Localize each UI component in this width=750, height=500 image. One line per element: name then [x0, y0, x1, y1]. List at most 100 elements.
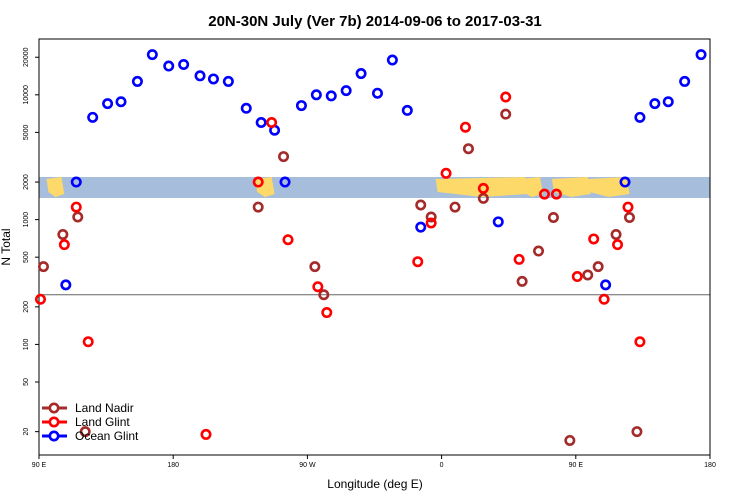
- point-land-glint: [82, 336, 94, 348]
- y-tick-label: 500: [23, 251, 30, 263]
- land-mass: [551, 177, 591, 197]
- legend-item-land-glint: Land Glint: [42, 415, 130, 429]
- point-land-glint: [477, 182, 489, 194]
- x-tick-label: 90 E: [32, 462, 47, 469]
- land-mass: [520, 177, 543, 197]
- y-axis-ticks: 20 50 100 200 500 1000 2000 5000 10000 20000: [23, 47, 39, 436]
- y-tick-label: 5000: [23, 124, 30, 140]
- point-land-nadir: [564, 434, 576, 446]
- point-land-nadir: [309, 261, 321, 273]
- point-land-glint: [252, 176, 264, 188]
- point-ocean-glint: [600, 279, 612, 291]
- point-land-nadir: [79, 426, 91, 438]
- legend-label-land-nadir: Land Nadir: [75, 401, 134, 415]
- point-land-nadir: [449, 201, 461, 213]
- point-land-glint: [612, 239, 624, 251]
- y-tick-label: 200: [23, 301, 30, 313]
- chart-title: 20N-30N July (Ver 7b) 2014-09-06 to 2017…: [208, 13, 542, 30]
- land-mass: [46, 177, 65, 197]
- point-ocean-glint: [619, 176, 631, 188]
- point-land-nadir: [610, 228, 622, 240]
- legend-marker-land-nadir: [48, 402, 60, 414]
- point-land-nadir: [500, 108, 512, 120]
- point-land-glint: [550, 188, 562, 200]
- point-ocean-glint: [695, 49, 707, 61]
- point-ocean-glint: [70, 176, 82, 188]
- point-ocean-glint: [415, 221, 427, 233]
- legend-marker-land-glint: [48, 416, 60, 428]
- point-ocean-glint: [207, 73, 219, 85]
- point-ocean-glint: [115, 96, 127, 108]
- point-land-glint: [622, 201, 634, 213]
- point-land-glint: [58, 239, 70, 251]
- point-ocean-glint: [102, 98, 114, 110]
- y-tick-label: 20000: [23, 47, 30, 67]
- y-tick-label: 20: [23, 428, 30, 436]
- point-ocean-glint: [325, 90, 337, 102]
- legend: Land Nadir Land Glint Ocean Glint: [42, 401, 139, 443]
- point-land-nadir: [533, 245, 545, 257]
- point-land-glint: [321, 307, 333, 319]
- x-tick-label: 90 W: [299, 462, 316, 469]
- y-tick-label: 2000: [23, 174, 30, 190]
- point-land-glint: [500, 91, 512, 103]
- x-axis-label: Longitude (deg E): [327, 477, 422, 491]
- point-land-glint: [598, 293, 610, 305]
- land-mass: [435, 177, 529, 197]
- x-tick-label: 180: [167, 462, 179, 469]
- point-land-glint: [282, 234, 294, 246]
- point-ocean-glint: [310, 89, 322, 101]
- point-ocean-glint: [401, 104, 413, 116]
- point-land-nadir: [582, 269, 594, 281]
- legend-label-ocean-glint: Ocean Glint: [75, 429, 139, 443]
- point-ocean-glint: [371, 87, 383, 99]
- plot-frame: [38, 38, 711, 456]
- point-land-glint: [200, 428, 212, 440]
- point-land-nadir: [57, 228, 69, 240]
- point-land-glint: [588, 233, 600, 245]
- point-ocean-glint: [634, 111, 646, 123]
- world-map-strip: [39, 177, 710, 198]
- point-ocean-glint: [194, 70, 206, 82]
- point-land-nadir: [592, 261, 604, 273]
- point-ocean-glint: [649, 98, 661, 110]
- point-land-nadir: [415, 199, 427, 211]
- point-ocean-glint: [87, 111, 99, 123]
- point-land-nadir: [318, 289, 330, 301]
- y-tick-label: 10000: [23, 85, 30, 105]
- point-ocean-glint: [295, 100, 307, 112]
- y-tick-label: 100: [23, 338, 30, 350]
- point-land-glint: [440, 167, 452, 179]
- legend-item-land-nadir: Land Nadir: [42, 401, 134, 415]
- land-mass: [255, 177, 275, 197]
- x-tick-label: 0: [440, 462, 444, 469]
- point-land-glint: [634, 336, 646, 348]
- point-land-nadir: [462, 143, 474, 155]
- legend-marker-ocean-glint: [48, 430, 60, 442]
- point-ocean-glint: [146, 49, 158, 61]
- point-land-glint: [459, 121, 471, 133]
- x-axis-ticks: 90 E 180 90 W 0 90 E 180: [32, 455, 716, 469]
- point-ocean-glint: [679, 75, 691, 87]
- point-land-glint: [571, 271, 583, 283]
- point-land-glint: [70, 201, 82, 213]
- legend-label-land-glint: Land Glint: [75, 415, 130, 429]
- point-land-glint: [312, 281, 324, 293]
- point-land-nadir: [477, 192, 489, 204]
- y-tick-label: 50: [23, 378, 30, 386]
- point-ocean-glint: [60, 279, 72, 291]
- point-ocean-glint: [163, 60, 175, 72]
- point-ocean-glint: [355, 68, 367, 80]
- point-land-nadir: [425, 211, 437, 223]
- point-land-nadir: [516, 275, 528, 287]
- point-ocean-glint: [222, 75, 234, 87]
- point-land-nadir: [252, 201, 264, 213]
- point-land-nadir: [72, 211, 84, 223]
- point-land-nadir: [37, 261, 49, 273]
- point-land-glint: [513, 253, 525, 265]
- point-land-nadir: [278, 151, 290, 163]
- point-land-glint: [425, 217, 437, 229]
- y-axis-label: N Total: [0, 228, 13, 265]
- point-ocean-glint: [279, 176, 291, 188]
